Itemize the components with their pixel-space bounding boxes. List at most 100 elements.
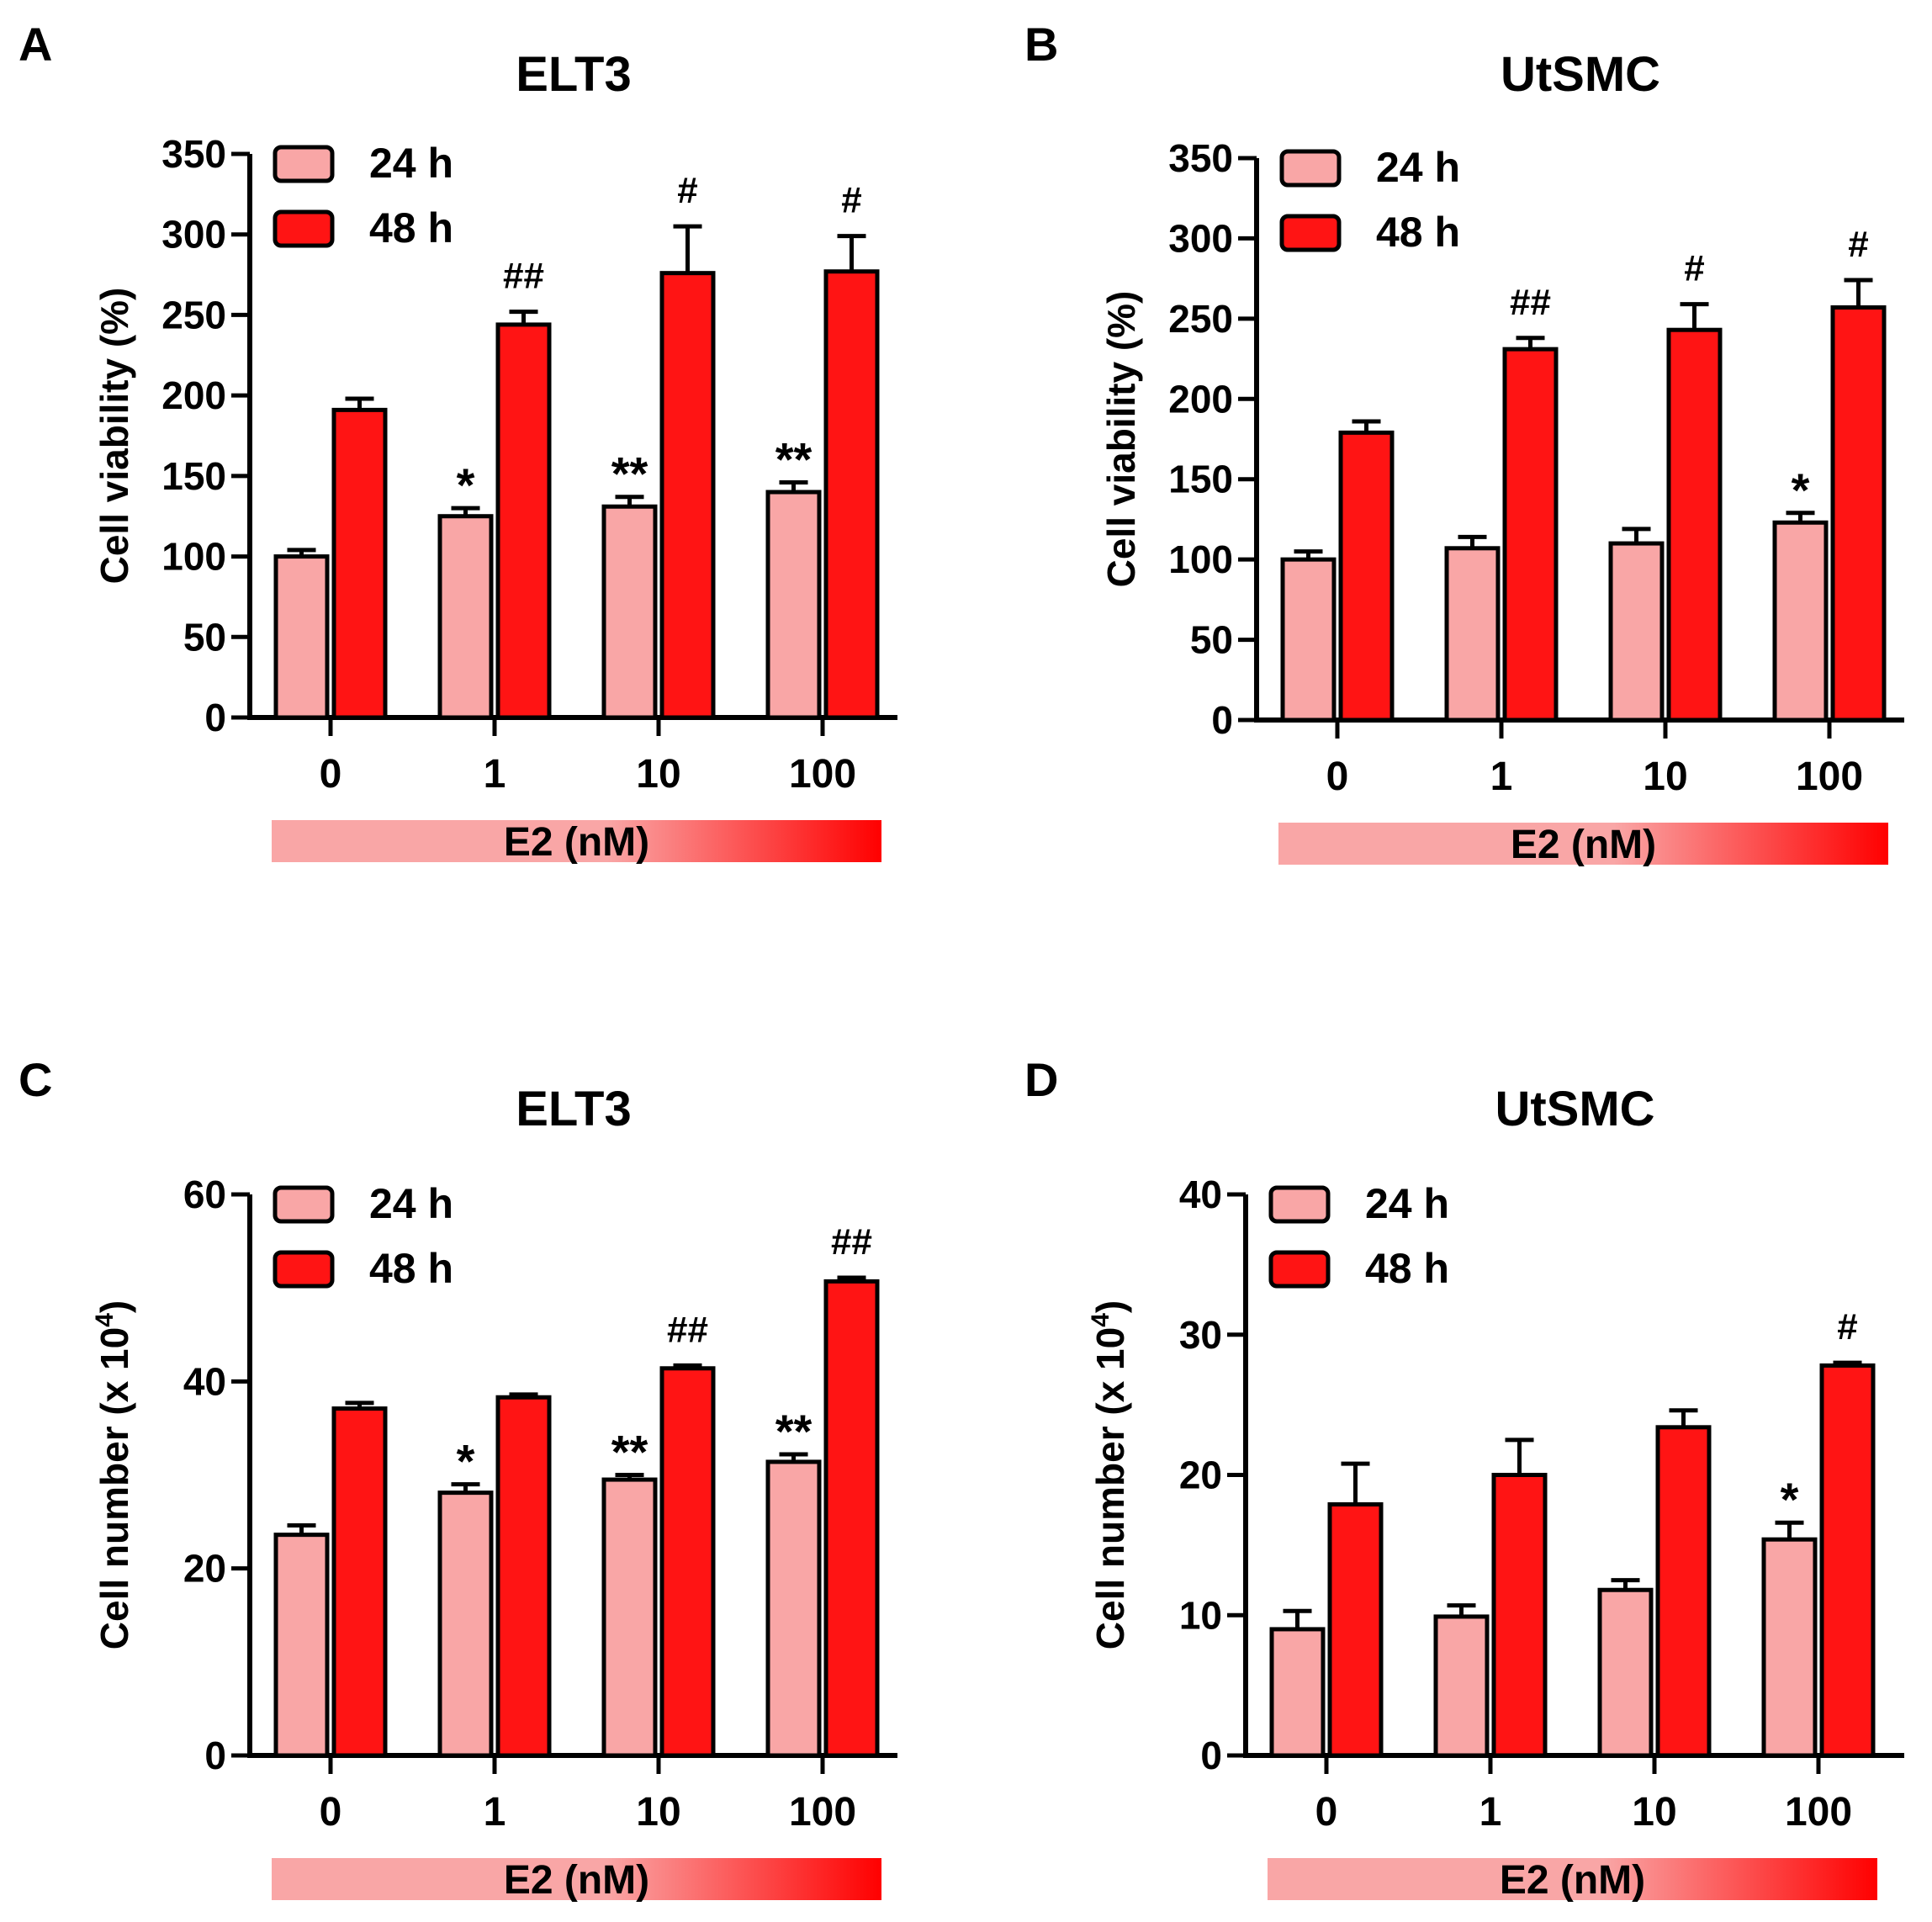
bar-24h: [1433, 1614, 1490, 1758]
y-axis-label-main: Cell viability (%): [1099, 291, 1143, 588]
x-tick-label: 1: [1490, 755, 1513, 799]
x-axis-label: E2 (nM): [1511, 823, 1656, 867]
y-axis-label-main: Cell number (x 10: [93, 1327, 136, 1649]
y-tick-label: 20: [1179, 1453, 1222, 1497]
significance-mark: *: [457, 458, 475, 511]
significance-mark: #: [1848, 224, 1868, 265]
y-tick-label: 350: [1168, 136, 1233, 180]
legend-label: 24 h: [369, 1180, 453, 1227]
panel-letter: D: [1024, 1053, 1058, 1106]
legend-swatch-48h: [273, 209, 335, 248]
x-tick-label: 1: [484, 1790, 506, 1835]
significance-mark: ##: [831, 1221, 872, 1263]
legend-label: 24 h: [1376, 144, 1460, 191]
bar-48h: [1491, 1473, 1548, 1758]
y-axis-label-suffix: ): [1088, 1300, 1132, 1313]
bar-48h: [1655, 1425, 1712, 1758]
x-tick-label: 10: [1632, 1790, 1676, 1835]
y-tick-label: 0: [204, 696, 226, 739]
x-tick-label: 100: [1785, 1790, 1852, 1835]
legend-label: 24 h: [369, 140, 453, 187]
significance-mark: #: [677, 170, 697, 211]
y-axis-label-superscript: 4: [1087, 1313, 1114, 1327]
x-axis-label: E2 (nM): [1500, 1858, 1645, 1903]
y-axis-label-suffix: ): [93, 1300, 136, 1313]
e2-gradient-bar: [272, 1858, 881, 1900]
y-tick-label: 150: [161, 454, 226, 498]
y-tick-label: 0: [1200, 1734, 1222, 1777]
x-tick-label: 1: [484, 752, 506, 797]
y-tick-label: 40: [1179, 1173, 1222, 1216]
y-tick-label: 100: [1168, 537, 1233, 581]
y-tick-label: 200: [161, 373, 226, 417]
y-tick-label: 50: [1190, 618, 1233, 662]
bar-48h: [659, 1366, 716, 1758]
y-axis-label-superscript: 4: [91, 1313, 119, 1327]
bar-24h: [1269, 1627, 1326, 1758]
y-tick-label: 40: [183, 1359, 226, 1403]
bar-24h: [1761, 1537, 1818, 1758]
y-tick-label: 0: [1211, 698, 1233, 742]
significance-mark: *: [457, 1435, 475, 1488]
x-tick-label: 10: [1643, 755, 1687, 799]
legend-label: 48 h: [1376, 209, 1460, 256]
significance-mark: **: [775, 433, 812, 486]
y-tick-label: 350: [161, 132, 226, 176]
significance-mark: ##: [667, 1309, 708, 1350]
significance-mark: #: [1837, 1306, 1857, 1348]
x-tick-label: 10: [636, 1790, 680, 1835]
chart-title: UtSMC: [1501, 47, 1660, 102]
legend-swatch-24h: [1268, 1185, 1331, 1224]
legend-swatch-48h: [273, 1250, 335, 1289]
y-tick-label: 60: [183, 1173, 226, 1216]
bar-48h: [1666, 327, 1723, 723]
y-axis-label: Cell viability (%): [93, 288, 136, 585]
bar-48h: [823, 1279, 880, 1758]
panel-letter: C: [19, 1053, 52, 1106]
bar-24h: [1444, 546, 1501, 723]
x-tick-label: 100: [789, 1790, 856, 1835]
legend-swatch-48h: [1268, 1250, 1331, 1289]
significance-mark: #: [1684, 248, 1704, 289]
e2-gradient-bar: [1278, 823, 1888, 865]
significance-mark: ##: [503, 256, 544, 297]
chart-title: UtSMC: [1495, 1082, 1654, 1136]
legend-swatch-24h: [1279, 149, 1342, 188]
e2-gradient-bar: [1268, 1858, 1877, 1900]
significance-mark: **: [775, 1405, 812, 1458]
bar-24h: [601, 1477, 658, 1758]
bar-48h: [495, 1395, 552, 1758]
bar-24h: [765, 490, 822, 720]
legend-swatch-24h: [273, 145, 335, 183]
y-tick-label: 50: [183, 615, 226, 659]
panel-d: D UtSMC 0 10 20 30 40 Cell number (x 104) 0 1 10 10…: [1024, 1053, 1904, 1903]
y-tick-label: 300: [161, 213, 226, 257]
x-tick-label: 100: [789, 752, 856, 797]
y-tick-label: 20: [183, 1547, 226, 1591]
y-tick-label: 200: [1168, 377, 1233, 421]
y-tick-label: 30: [1179, 1313, 1222, 1357]
x-axis-label: E2 (nM): [504, 1858, 649, 1903]
legend-label: 48 h: [369, 1245, 453, 1292]
bar-48h: [495, 322, 552, 720]
y-axis-label: Cell viability (%): [1099, 291, 1143, 588]
bar-48h: [659, 271, 716, 720]
significance-mark: **: [611, 1426, 648, 1479]
legend-label: 48 h: [369, 204, 453, 252]
bar-48h: [1819, 1363, 1876, 1758]
y-tick-label: 150: [1168, 458, 1233, 501]
y-axis-label-main: Cell number (x 10: [1088, 1327, 1132, 1649]
bar-24h: [273, 1533, 330, 1758]
bar-24h: [1280, 557, 1337, 723]
panel-letter: B: [1024, 18, 1058, 71]
x-tick-label: 100: [1796, 755, 1863, 799]
bar-24h: [273, 554, 330, 720]
bar-48h: [331, 1406, 388, 1758]
panel-letter: A: [19, 18, 52, 71]
bar-24h: [1772, 520, 1829, 723]
x-axis-label: E2 (nM): [504, 820, 649, 865]
bar-24h: [765, 1459, 822, 1758]
